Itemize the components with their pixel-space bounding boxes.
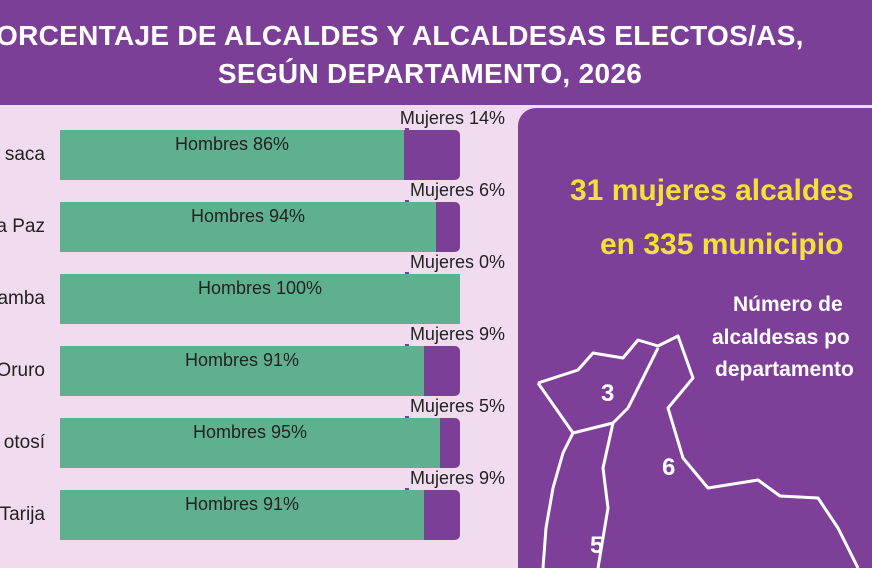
- series-name: Hombres: [184, 350, 258, 370]
- value-label: 14%: [468, 108, 505, 128]
- bar-segment: [60, 202, 436, 252]
- title-line: ORCENTAJE DE ALCALDES Y ALCALDESAS ELECT…: [0, 20, 804, 51]
- series-name: Mujeres: [409, 324, 474, 344]
- bar-segment: [60, 130, 404, 180]
- mujeres-label: Mujeres 14%: [400, 108, 505, 129]
- bar-segment: [424, 346, 460, 396]
- bar-segment: [60, 490, 424, 540]
- series-name: Mujeres: [399, 108, 464, 128]
- leader-line: [405, 416, 409, 418]
- series-name: Hombres: [192, 422, 266, 442]
- bar-segment: [60, 346, 424, 396]
- hombres-label: Hombres 95%: [60, 421, 440, 443]
- map-title: departamento: [715, 358, 854, 381]
- value-label: 9%: [478, 324, 505, 344]
- map-label: 5: [590, 532, 604, 559]
- series-name: Hombres: [184, 494, 258, 514]
- bar-segment: [404, 130, 460, 180]
- category-label: amba: [0, 288, 45, 309]
- leader-line: [405, 200, 409, 202]
- series-name: Mujeres: [409, 252, 474, 272]
- series-name: Hombres: [197, 278, 271, 298]
- series-name: Mujeres: [409, 468, 474, 488]
- series-name: Hombres: [190, 206, 264, 226]
- info-panel: 31 mujeres alcaldes en 335 municipio Núm…: [518, 108, 872, 568]
- mujeres-label: Mujeres 0%: [410, 252, 505, 273]
- bar-segment: [60, 418, 440, 468]
- leader-line: [405, 488, 409, 490]
- map-label: 3: [601, 380, 615, 407]
- map: [536, 334, 860, 568]
- value-label: 86%: [253, 134, 290, 154]
- bar-segment: [440, 418, 460, 468]
- bar-segment: [424, 490, 460, 540]
- hombres-label: Hombres 91%: [60, 493, 424, 515]
- chart: saca Hombres 86% Mujeres 14% a Paz Hombres 9…: [0, 105, 515, 547]
- headline: 31 mujeres alcaldes: [570, 174, 854, 207]
- value-label: 6%: [478, 180, 505, 200]
- mujeres-label: Mujeres 9%: [410, 324, 505, 345]
- hombres-label: Hombres 100%: [60, 277, 460, 299]
- mujeres-label: Mujeres 6%: [410, 180, 505, 201]
- map-outline: [536, 334, 860, 568]
- category-label: saca: [4, 144, 45, 165]
- value-label: 5%: [478, 396, 505, 416]
- leader-line: [405, 344, 409, 346]
- mujeres-label: Mujeres 5%: [410, 396, 505, 417]
- series-name: Hombres: [174, 134, 248, 154]
- map-title: Número de: [733, 293, 843, 316]
- value-label: 95%: [271, 422, 308, 442]
- hombres-label: Hombres 94%: [60, 205, 436, 227]
- value-label: 0%: [478, 252, 505, 272]
- category-label: a Paz: [0, 216, 45, 237]
- category-label: Oruro: [0, 360, 45, 381]
- series-name: Mujeres: [409, 396, 474, 416]
- bar-segment: [60, 274, 460, 324]
- headline: en 335 municipio: [600, 228, 844, 261]
- mujeres-label: Mujeres 9%: [410, 468, 505, 489]
- value-label: 91%: [263, 494, 300, 514]
- series-name: Mujeres: [409, 180, 474, 200]
- value-label: 94%: [269, 206, 306, 226]
- header: ORCENTAJE DE ALCALDES Y ALCALDESAS ELECT…: [0, 0, 872, 105]
- map-title: alcaldesas po: [712, 326, 850, 349]
- value-label: 91%: [263, 350, 300, 370]
- leader-line: [405, 128, 409, 130]
- hombres-label: Hombres 91%: [60, 349, 424, 371]
- leader-line: [405, 272, 409, 274]
- title-line: SEGÚN DEPARTAMENTO, 2026: [217, 58, 643, 89]
- map-label: 6: [662, 454, 676, 481]
- value-label: 9%: [478, 468, 505, 488]
- hombres-label: Hombres 86%: [60, 133, 404, 155]
- category-label: Tarija: [0, 504, 45, 525]
- value-label: 100%: [276, 278, 323, 298]
- category-label: otosí: [3, 432, 45, 453]
- bar-segment: [436, 202, 460, 252]
